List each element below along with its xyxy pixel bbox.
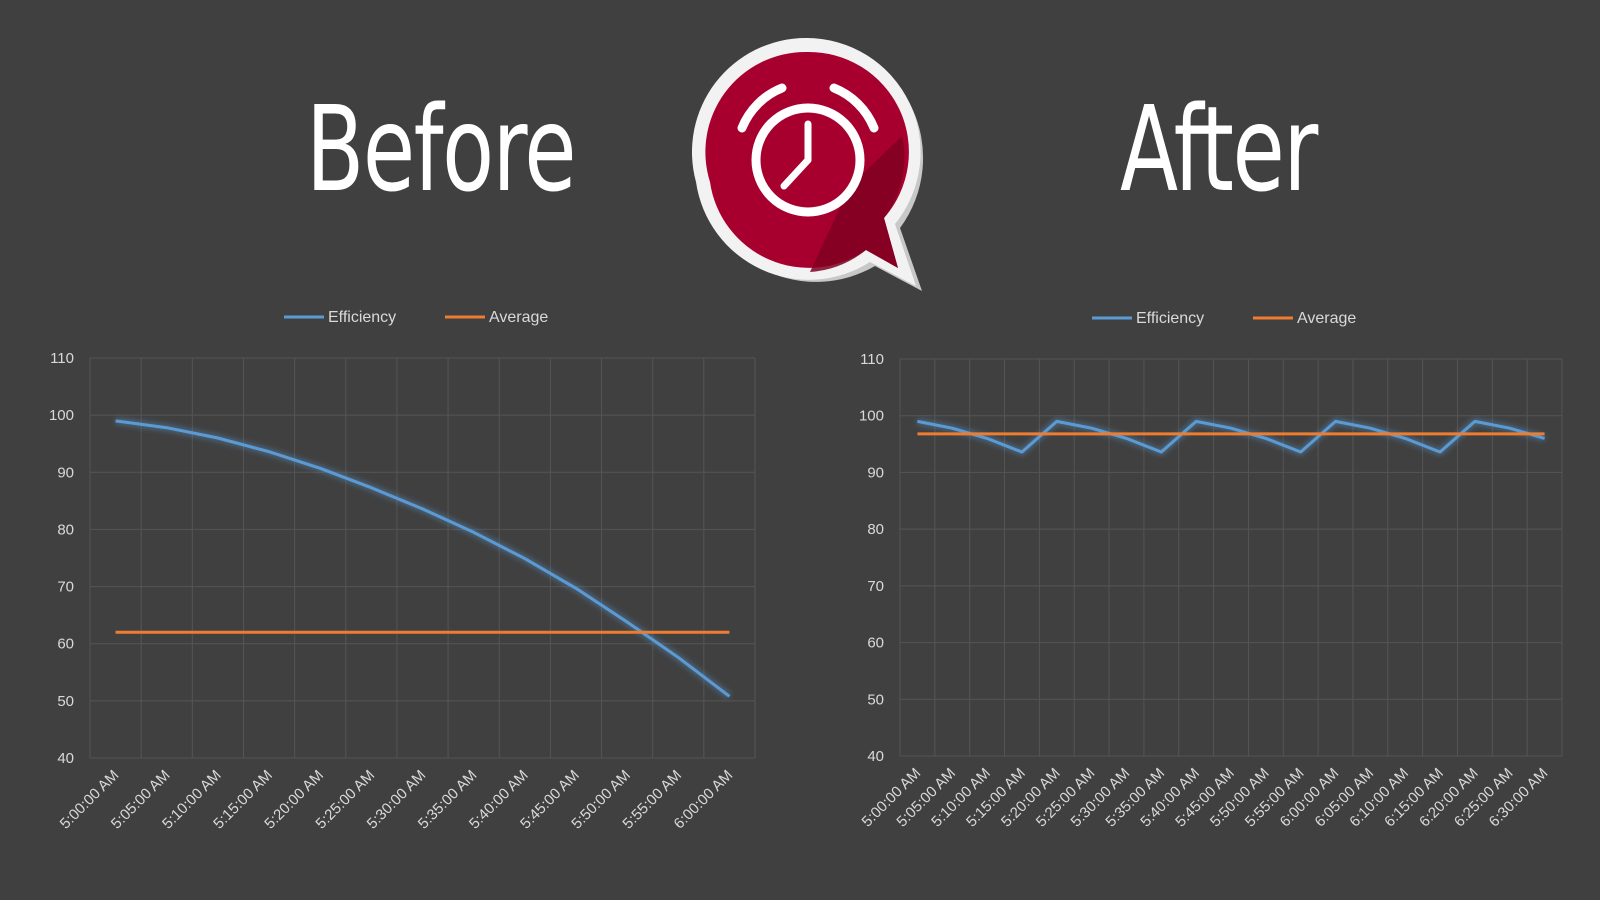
legend-label: Efficiency: [1136, 310, 1204, 327]
y-tick-label: 60: [57, 636, 74, 653]
series-line: [115, 419, 731, 698]
alarm-clock-chat-bubble-icon: [691, 37, 924, 291]
y-tick-label: 40: [57, 750, 74, 767]
gridlines: [899, 358, 1563, 757]
series-glow: [115, 417, 732, 699]
y-tick-label: 90: [57, 464, 74, 481]
legend-label: Average: [1297, 310, 1356, 327]
y-tick-label: 100: [49, 407, 74, 424]
y-tick-label: 40: [867, 748, 884, 765]
before-heading: Before: [306, 80, 577, 218]
legend-label: Efficiency: [328, 309, 396, 326]
y-tick-label: 110: [50, 350, 74, 367]
series-efficiency: [916, 418, 1546, 456]
series-line: [917, 419, 1546, 454]
y-tick-label: 100: [859, 408, 884, 425]
legend-label: Average: [489, 309, 548, 326]
y-tick-label: 80: [867, 521, 884, 538]
after-heading: After: [1120, 80, 1318, 218]
y-tick-label: 70: [867, 578, 884, 595]
y-tick-label: 50: [867, 691, 884, 708]
y-tick-label: 70: [57, 579, 74, 596]
series-efficiency: [115, 417, 732, 699]
y-tick-label: 110: [860, 351, 884, 368]
legend: Efficiency Average: [284, 309, 548, 326]
gridlines: [89, 357, 756, 759]
y-tick-label: 60: [867, 635, 884, 652]
y-tick-label: 80: [57, 521, 74, 538]
y-tick-label: 90: [867, 464, 884, 481]
legend: Efficiency Average: [1092, 310, 1356, 327]
y-tick-label: 50: [57, 693, 74, 710]
